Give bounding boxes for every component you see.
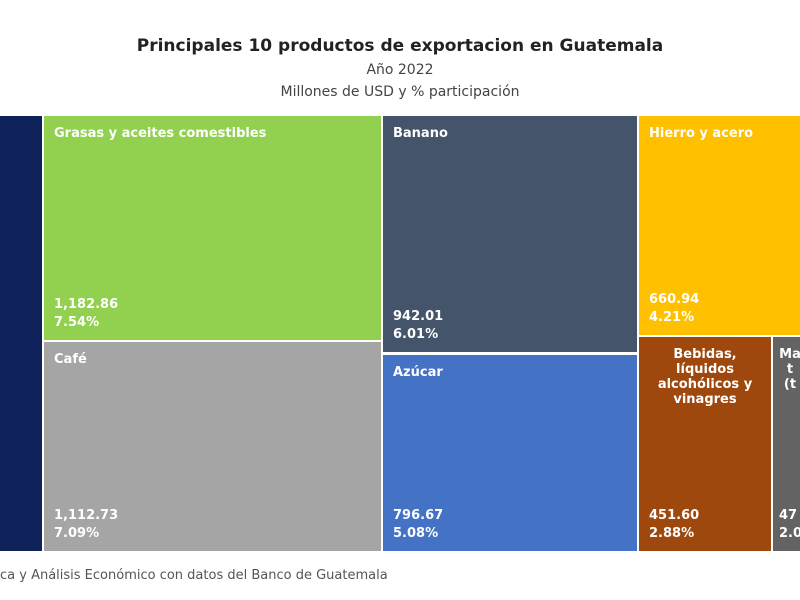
chart-subtitle-units: Millones de USD y % participación [280,84,520,100]
tile-value: 1,112.73 [54,508,119,523]
tile-label: Banano [393,126,448,141]
treemap-tile: Grasas y aceites comestibles 1,182.86 7.54… [44,116,381,340]
tile-share: 6.01% [393,327,439,342]
tile-share: 4.21% [649,310,695,325]
treemap-tile [0,116,42,551]
treemap-tile: Ma t (t 47 2.0 [773,337,800,551]
tile-label: Ma t (t [779,347,800,392]
tile-share: 2.88% [649,526,695,541]
tile-value: 47 [779,508,798,523]
tile-label: Azúcar [393,365,443,380]
tile-label: Café [54,352,87,367]
tile-value: 796.67 [393,508,444,523]
tile-share: 5.08% [393,526,439,541]
tile-value: 942.01 [393,309,444,324]
treemap-tile: Azúcar 796.67 5.08% [383,355,637,551]
tile-label: Hierro y acero [649,126,754,141]
tile-share: 2.0 [779,526,800,541]
tile-label: Grasas y aceites comestibles [54,126,267,141]
tile-value: 660.94 [649,292,700,307]
tile-label: Bebidas, líquidos alcohólicos y vinagres [657,347,753,407]
tile-share: 7.54% [54,315,100,330]
treemap-tile: Bebidas, líquidos alcohólicos y vinagres… [639,337,771,551]
chart-subtitle-year: Año 2022 [366,62,434,78]
chart-title: Principales 10 productos de exportacion … [136,36,664,56]
treemap-tile: Hierro y acero 660.94 4.21% [639,116,800,335]
source-note: ca y Análisis Económico con datos del Ba… [0,568,388,583]
treemap-tile: Banano 942.01 6.01% [383,116,637,352]
tile-value: 451.60 [649,508,700,523]
treemap-tile: Café 1,112.73 7.09% [44,342,381,551]
tile-share: 7.09% [54,526,100,541]
tile-value: 1,182.86 [54,297,119,312]
